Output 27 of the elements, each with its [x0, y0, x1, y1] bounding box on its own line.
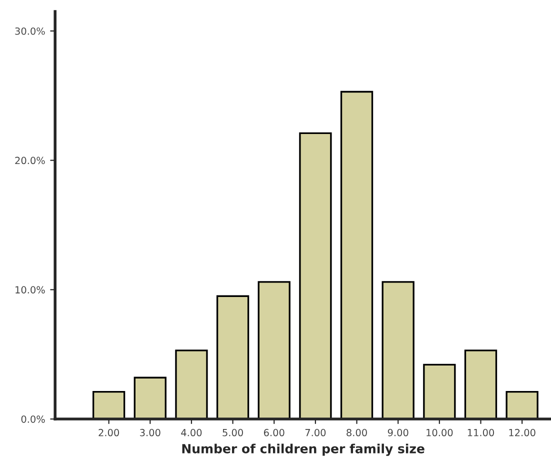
x-tick-label: 8.00 [346, 428, 367, 436]
x-tick-label: 3.00 [140, 428, 160, 436]
y-tick-label: 0.0% [21, 415, 45, 423]
bar [464, 350, 498, 420]
bar [382, 281, 414, 420]
bar [506, 391, 538, 420]
bar [340, 90, 374, 420]
x-tick-label: 10.00 [426, 428, 453, 436]
bar [92, 391, 126, 420]
y-tick-label: 30.0% [15, 27, 45, 35]
x-axis-title: Number of children per family size [182, 444, 424, 456]
x-tick-label: 4.00 [181, 428, 202, 436]
x-tick-label: 5.00 [222, 428, 243, 436]
x-tick-label: 12.00 [509, 428, 536, 436]
bar [216, 295, 250, 420]
bar [175, 350, 208, 420]
x-tick-label: 2.00 [98, 428, 119, 436]
bar [258, 281, 290, 420]
x-tick-label: 7.00 [305, 428, 326, 436]
bar [299, 132, 332, 420]
x-tick-label: 6.00 [264, 428, 284, 436]
bar [134, 376, 166, 420]
y-tick-label: 20.0% [15, 156, 45, 164]
y-tick-label: 10.0% [16, 286, 45, 294]
x-tick-label: 11.00 [468, 428, 494, 436]
bar [423, 364, 456, 420]
x-tick-label: 9.00 [388, 428, 408, 436]
